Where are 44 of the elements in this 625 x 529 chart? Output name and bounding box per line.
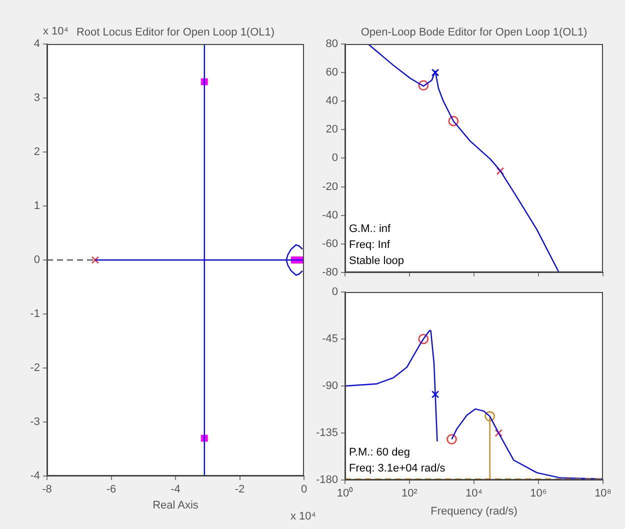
y-tick-label: 40 — [326, 95, 338, 108]
y-tick-label: -20 — [322, 180, 338, 193]
x-tick-label: -8 — [42, 484, 52, 496]
x-tick-label: -4 — [170, 484, 180, 496]
x-tick-label: -2 — [234, 484, 245, 496]
annotation: Freq: Inf — [349, 238, 391, 251]
y-tick-label: 0 — [332, 286, 338, 298]
chart-title: Root Locus Editor for Open Loop 1(OL1) — [76, 26, 275, 39]
x-axis-title: Frequency (rad/s) — [430, 505, 518, 518]
y-tick-label: -45 — [322, 333, 338, 346]
x-axis-title: Real Axis — [152, 499, 199, 512]
y-tick-label: 60 — [326, 66, 338, 79]
annotation: P.M.: 60 deg — [349, 446, 410, 459]
y-tick-label: -4 — [30, 470, 40, 482]
x-tick-label: 10⁸ — [594, 488, 612, 500]
y-tick-label: -135 — [316, 427, 338, 440]
y-tick-label: -3 — [30, 416, 40, 428]
x-tick-label: 10⁰ — [336, 486, 354, 500]
x-tick-label: 0 — [300, 484, 308, 496]
y-tick-label: 2 — [34, 146, 40, 158]
y-tick-label: -80 — [322, 266, 338, 278]
annotation: G.M.: inf — [349, 222, 392, 235]
y-tick-label: 1 — [34, 200, 40, 212]
y-tick-label: 3 — [34, 92, 40, 104]
y-tick-label: 0 — [34, 254, 40, 266]
chart-title: Open-Loop Bode Editor for Open Loop 1(OL1) — [360, 26, 588, 39]
y-tick-label: 80 — [326, 38, 338, 50]
y-tick-label: -1 — [30, 308, 40, 320]
x-tick-label: 10⁶ — [530, 488, 547, 500]
y-tick-label: -2 — [30, 362, 40, 374]
x-tick-label: 10² — [402, 488, 418, 500]
y-tick-label: -90 — [322, 380, 338, 392]
text: x 10⁴ — [43, 26, 69, 38]
y-tick-label: 4 — [34, 38, 40, 50]
annotation: Freq: 3.1e+04 rad/s — [349, 462, 446, 475]
y-tick-label: 0 — [332, 152, 338, 164]
y-tick-label: -180 — [316, 474, 338, 486]
text: x 10⁴ — [290, 510, 316, 523]
x-tick-label: -6 — [106, 484, 116, 496]
annotation: Stable loop — [349, 254, 404, 267]
y-tick-label: -40 — [322, 209, 338, 222]
y-tick-label: 20 — [326, 124, 338, 136]
x-tick-label: 10⁴ — [466, 488, 483, 500]
y-tick-label: -60 — [322, 238, 338, 250]
